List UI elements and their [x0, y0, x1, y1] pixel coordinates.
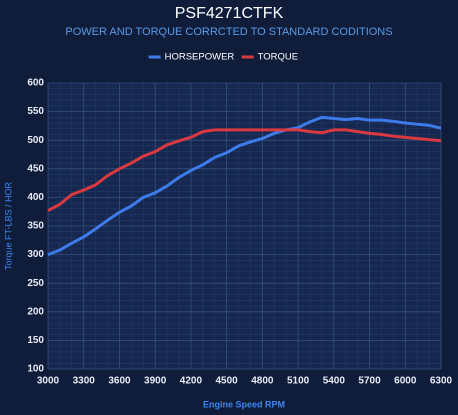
x-tick-label: 5100	[287, 376, 310, 387]
x-tick-label: 6000	[394, 376, 417, 387]
x-tick-label: 3300	[73, 376, 96, 387]
legend-label: HORSEPOWER	[165, 52, 235, 63]
x-tick-label: 3600	[108, 376, 131, 387]
y-tick-label: 300	[27, 249, 44, 260]
y-axis-label: Torque FT-LBS / HOR	[3, 181, 13, 270]
y-tick-label: 400	[27, 192, 44, 203]
x-tick-label: 4200	[180, 376, 203, 387]
y-tick-label: 450	[27, 163, 44, 174]
x-tick-label: 4500	[216, 376, 239, 387]
x-tick-label: 3000	[37, 376, 60, 387]
y-tick-label: 150	[27, 335, 44, 346]
chart-subtitle: POWER AND TORQUE CORRCTED TO STANDARD CO…	[65, 26, 392, 38]
y-tick-label: 500	[27, 135, 44, 146]
x-tick-label: 4800	[251, 376, 274, 387]
chart-title: PSF4271CTFK	[175, 5, 284, 22]
y-tick-label: 550	[27, 106, 44, 117]
y-tick-label: 600	[27, 78, 44, 89]
y-tick-label: 200	[27, 306, 44, 317]
series-line	[47, 128, 442, 212]
series-line	[47, 115, 442, 257]
x-tick-label: 3900	[144, 376, 167, 387]
x-tick-label: 5700	[358, 376, 381, 387]
y-tick-label: 250	[27, 278, 44, 289]
x-axis-label: Engine Speed RPM	[203, 399, 285, 409]
y-tick-label: 100	[27, 364, 44, 375]
x-tick-label: 6300	[430, 376, 453, 387]
x-tick-label: 5400	[323, 376, 346, 387]
y-tick-label: 350	[27, 221, 44, 232]
legend-label: TORQUE	[258, 52, 298, 63]
